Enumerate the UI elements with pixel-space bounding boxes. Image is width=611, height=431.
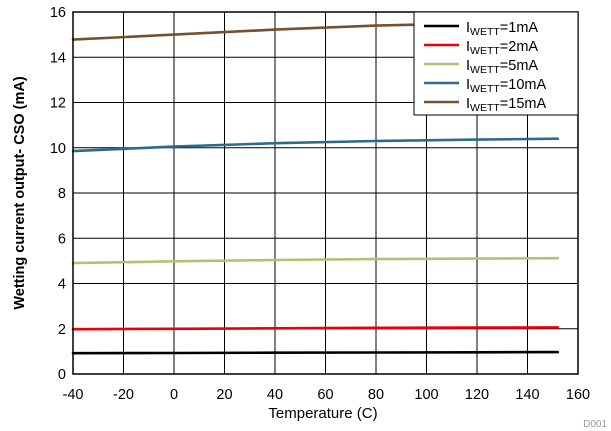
x-tick-label: 0 — [170, 387, 178, 403]
x-tick-label: 80 — [368, 387, 384, 403]
x-tick-label: 40 — [267, 387, 283, 403]
x-tick-label: -20 — [113, 387, 134, 403]
y-tick-label: 10 — [50, 141, 66, 157]
series-layer — [71, 20, 560, 355]
y-tick-labels: 0 2 4 6 8 10 12 14 16 — [50, 5, 66, 383]
legend: IWETT=1mAIWETT=2mAIWETT=5mAIWETT=10mAIWE… — [413, 11, 579, 116]
y-tick-label: 0 — [58, 367, 66, 383]
y-tick-label: 16 — [50, 5, 66, 21]
series-line — [71, 350, 560, 355]
grid-lines — [73, 12, 578, 374]
y-tick-label: 6 — [58, 231, 66, 247]
x-tick-label: 100 — [414, 387, 438, 403]
legend-label: IWETT=2mA — [466, 39, 538, 57]
series-line — [71, 256, 560, 265]
x-tick-label: 20 — [216, 387, 232, 403]
y-tick-label: 12 — [50, 96, 66, 112]
y-tick-label: 4 — [58, 277, 66, 293]
x-tick-label: -40 — [63, 387, 84, 403]
x-tick-label: 140 — [515, 387, 539, 403]
x-tick-labels: -40 -20 0 20 40 60 80 100 120 140 160 — [63, 387, 591, 403]
y-tick-label: 8 — [58, 186, 66, 202]
y-axis-title: Wetting current output- CSO (mA) — [12, 76, 28, 309]
x-tick-label: 160 — [566, 387, 590, 403]
y-tick-label: 2 — [58, 322, 66, 338]
legend-label: IWETT=5mA — [466, 58, 538, 76]
x-tick-label: 120 — [465, 387, 489, 403]
x-axis-title: Temperature (C) — [268, 405, 377, 422]
plot-frame — [72, 11, 579, 375]
y-tick-label: 14 — [50, 50, 66, 66]
legend-label: IWETT=15mA — [466, 96, 546, 114]
figure-tag: D001 — [583, 419, 607, 430]
legend-label: IWETT=1mA — [466, 20, 538, 38]
x-tick-label: 60 — [317, 387, 333, 403]
legend-label: IWETT=10mA — [466, 77, 546, 95]
series-line — [71, 326, 560, 331]
series-line — [71, 137, 560, 153]
